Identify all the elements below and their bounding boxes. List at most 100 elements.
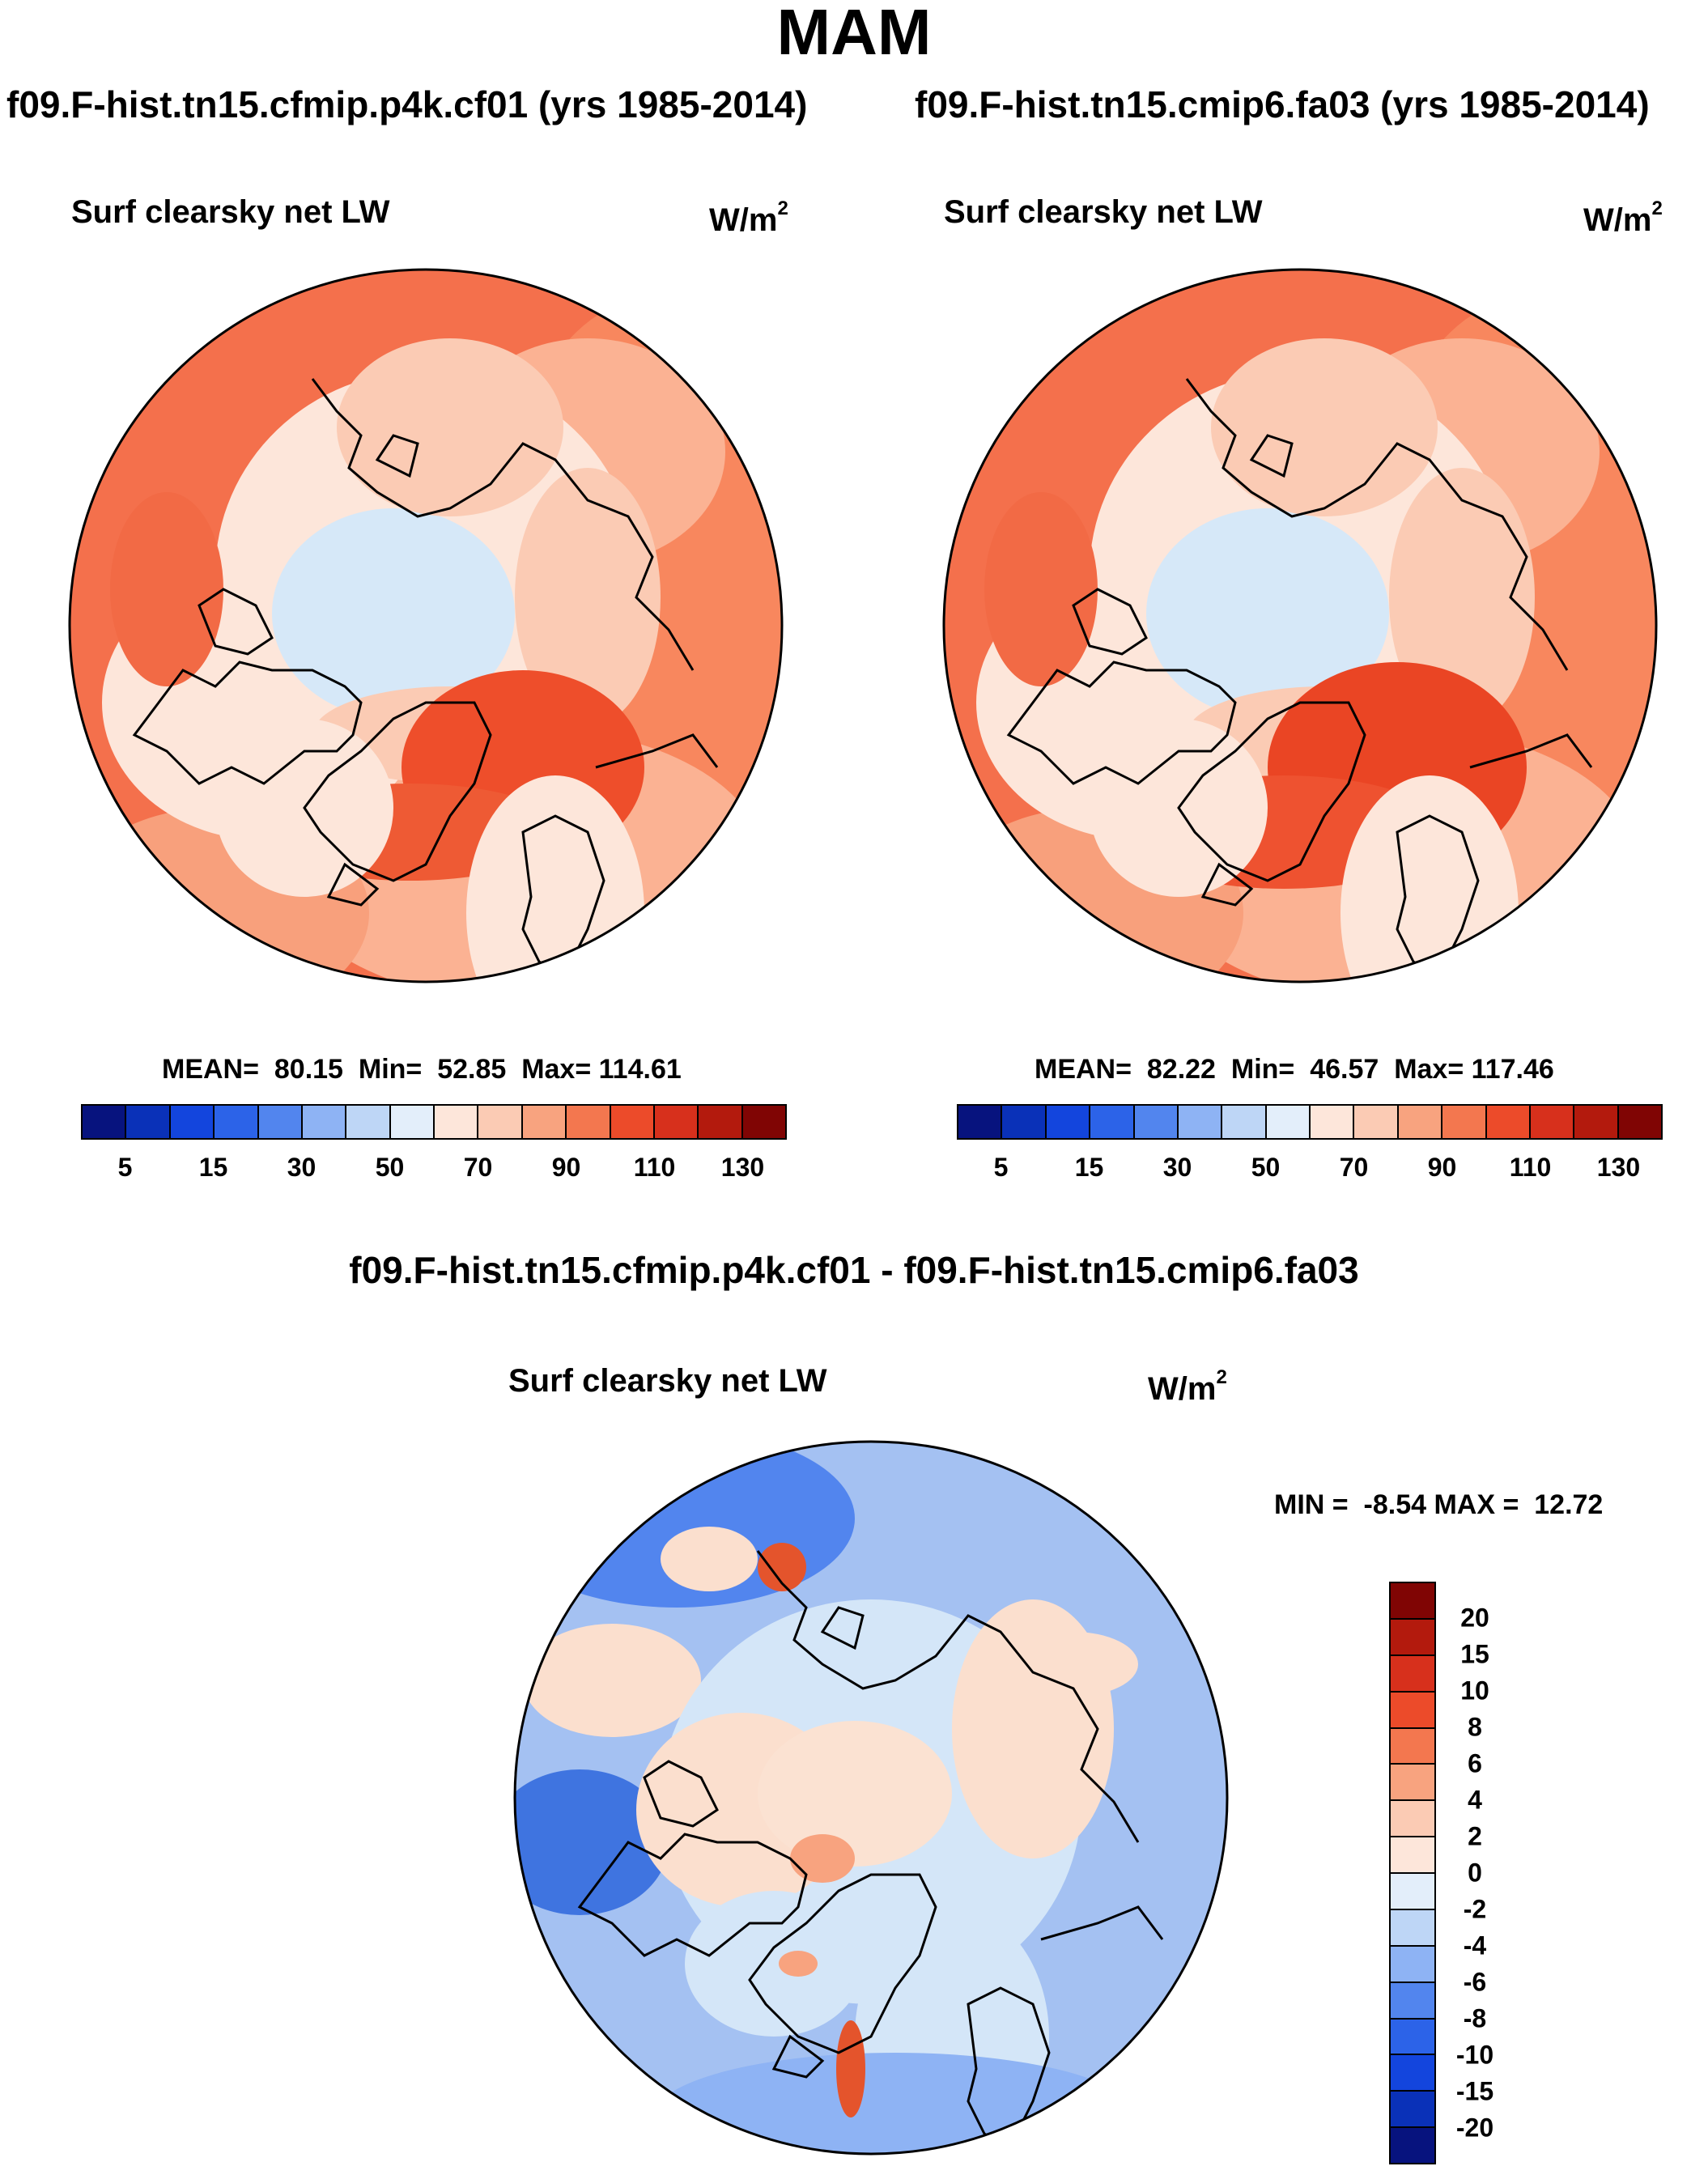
diff-colorbar-tick-label: 0 (1468, 1858, 1482, 1888)
panel1-colorbar-swatch (654, 1106, 699, 1138)
panel2-units: W/m2 (1583, 198, 1663, 238)
diff-colorbar-tick-label: 8 (1468, 1712, 1482, 1742)
panel2-colorbar (957, 1104, 1663, 1140)
panel2-colorbar-tick-label: 30 (1162, 1153, 1192, 1182)
panel1-colorbar-tick-label: 130 (720, 1153, 765, 1182)
panel2-colorbar-swatch (1266, 1106, 1311, 1138)
panel1-colorbar-tick-label: 90 (551, 1153, 581, 1182)
diff-colorbar-tick-label: -20 (1455, 2113, 1494, 2143)
diff-units: W/m2 (1148, 1366, 1227, 1407)
diff-colorbar-swatch (1391, 1692, 1434, 1729)
diff-colorbar-tick-label: -10 (1455, 2040, 1494, 2070)
panel1-colorbar-tick-label: 70 (463, 1153, 493, 1182)
diff-colorbar-swatch (1391, 1946, 1434, 1983)
diff-colorbar-tick-label: 2 (1468, 1821, 1482, 1851)
panel2-case-title: f09.F-hist.tn15.cmip6.fa03 (yrs 1985-201… (915, 83, 1650, 125)
panel2-colorbar-tick-label: 70 (1339, 1153, 1369, 1182)
panel2-colorbar-swatch (1002, 1106, 1047, 1138)
panel1-colorbar-swatch (170, 1106, 215, 1138)
panel2-colorbar-swatch (1311, 1106, 1355, 1138)
page-title: MAM (776, 0, 932, 68)
panel2-colorbar-swatch (1222, 1106, 1267, 1138)
diff-colorbar-tick-label: -8 (1463, 2003, 1487, 2033)
panel2-colorbar-swatch (1090, 1106, 1135, 1138)
panel1-colorbar-swatch (435, 1106, 479, 1138)
diff-colorbar-swatch (1391, 1874, 1434, 1910)
panel2-colorbar-swatch (1530, 1106, 1575, 1138)
diff-colorbar-swatch (1391, 1583, 1434, 1620)
panel1-colorbar-tick-label: 15 (198, 1153, 228, 1182)
panel2-colorbar-tick-label: 5 (993, 1153, 1009, 1182)
diff-title: f09.F-hist.tn15.cfmip.p4k.cf01 - f09.F-h… (349, 1249, 1359, 1291)
panel1-colorbar-swatch (346, 1106, 391, 1138)
panel1-colorbar-swatch (215, 1106, 259, 1138)
panel1-colorbar-swatch (83, 1106, 127, 1138)
panel2-variable-label: Surf clearsky net LW (944, 194, 1263, 230)
panel2-colorbar-swatch (1442, 1106, 1487, 1138)
panel1-colorbar-swatch (390, 1106, 435, 1138)
panel2-colorbar-tick-label: 15 (1074, 1153, 1104, 1182)
panel1-colorbar-swatch (478, 1106, 523, 1138)
panel2-colorbar-swatch (1046, 1106, 1091, 1138)
diff-colorbar-tick-label: 15 (1460, 1639, 1489, 1669)
diff-colorbar-swatch (1391, 1837, 1434, 1874)
diff-colorbar-swatch (1391, 1982, 1434, 2020)
panel1-colorbar-tick-label: 50 (375, 1153, 405, 1182)
panel2-colorbar-swatch (1354, 1106, 1399, 1138)
diff-colorbar-swatch (1391, 2128, 1434, 2163)
diff-colorbar-tick-label: 20 (1460, 1603, 1489, 1633)
diff-colorbar (1389, 1582, 1436, 2164)
diff-colorbar-swatch (1391, 1655, 1434, 1693)
panel1-colorbar (81, 1104, 787, 1140)
panel2-colorbar-tick-label: 50 (1251, 1153, 1281, 1182)
diff-colorbar-ticks: 20 15 10 8 6 4 2 0 -2 -4 -6 -8 -10 -15 -20 (1442, 1582, 1515, 2164)
panel1-colorbar-swatch (567, 1106, 611, 1138)
panel1-colorbar-swatch (302, 1106, 347, 1138)
panel1-variable-label: Surf clearsky net LW (71, 194, 390, 230)
panel2-colorbar-swatch (958, 1106, 1003, 1138)
panel1-colorbar-ticks: 5 15 30 50 70 90 110 130 (81, 1153, 787, 1185)
diff-colorbar-tick-label: 10 (1460, 1676, 1489, 1705)
diff-colorbar-tick-label: -15 (1455, 2076, 1494, 2106)
diff-colorbar-tick-label: -6 (1463, 1967, 1487, 1997)
panel2-colorbar-swatch (1574, 1106, 1619, 1138)
panel1-colorbar-tick-label: 110 (633, 1153, 676, 1182)
panel2-colorbar-swatch (1134, 1106, 1179, 1138)
panel2-colorbar-swatch (1178, 1106, 1223, 1138)
panel1-colorbar-tick-label: 5 (117, 1153, 133, 1182)
diff-colorbar-swatch (1391, 1801, 1434, 1838)
diff-colorbar-swatch (1391, 2019, 1434, 2056)
panel2-colorbar-swatch (1398, 1106, 1443, 1138)
panel2-colorbar-tick-label: 90 (1427, 1153, 1457, 1182)
panel1-colorbar-swatch (610, 1106, 655, 1138)
diff-colorbar-swatch (1391, 2055, 1434, 2092)
diff-polar-map (513, 1440, 1229, 2156)
diff-variable-label: Surf clearsky net LW (508, 1363, 827, 1399)
diff-colorbar-swatch (1391, 1909, 1434, 1947)
diff-colorbar-swatch (1391, 1765, 1434, 1802)
panel2-colorbar-swatch (1486, 1106, 1531, 1138)
panel1-colorbar-swatch (522, 1106, 567, 1138)
panel2-colorbar-tick-label: 110 (1509, 1153, 1552, 1182)
panel1-colorbar-swatch (258, 1106, 303, 1138)
panel1-colorbar-swatch (126, 1106, 171, 1138)
diff-colorbar-swatch (1391, 2092, 1434, 2129)
panel1-polar-map (68, 268, 784, 983)
panel2-colorbar-ticks: 5 15 30 50 70 90 110 130 (957, 1153, 1663, 1185)
panel2-colorbar-tick-label: 130 (1596, 1153, 1641, 1182)
panel2-stats: MEAN= 82.22 Min= 46.57 Max= 117.46 (1035, 1054, 1554, 1085)
diff-colorbar-swatch (1391, 1728, 1434, 1765)
panel1-stats: MEAN= 80.15 Min= 52.85 Max= 114.61 (162, 1054, 682, 1085)
diff-colorbar-tick-label: 6 (1468, 1748, 1482, 1778)
diff-colorbar-tick-label: 4 (1468, 1785, 1482, 1815)
panel1-units: W/m2 (709, 198, 788, 238)
panel1-case-title: f09.F-hist.tn15.cfmip.p4k.cf01 (yrs 1985… (6, 83, 808, 125)
panel1-colorbar-swatch (742, 1106, 785, 1138)
diff-colorbar-tick-label: -4 (1463, 1931, 1487, 1960)
panel2-colorbar-swatch (1618, 1106, 1661, 1138)
panel1-colorbar-tick-label: 30 (287, 1153, 317, 1182)
diff-colorbar-swatch (1391, 1619, 1434, 1656)
diff-colorbar-tick-label: -2 (1463, 1894, 1487, 1924)
panel1-colorbar-swatch (699, 1106, 743, 1138)
diff-stats: MIN = -8.54 MAX = 12.72 (1274, 1489, 1604, 1520)
